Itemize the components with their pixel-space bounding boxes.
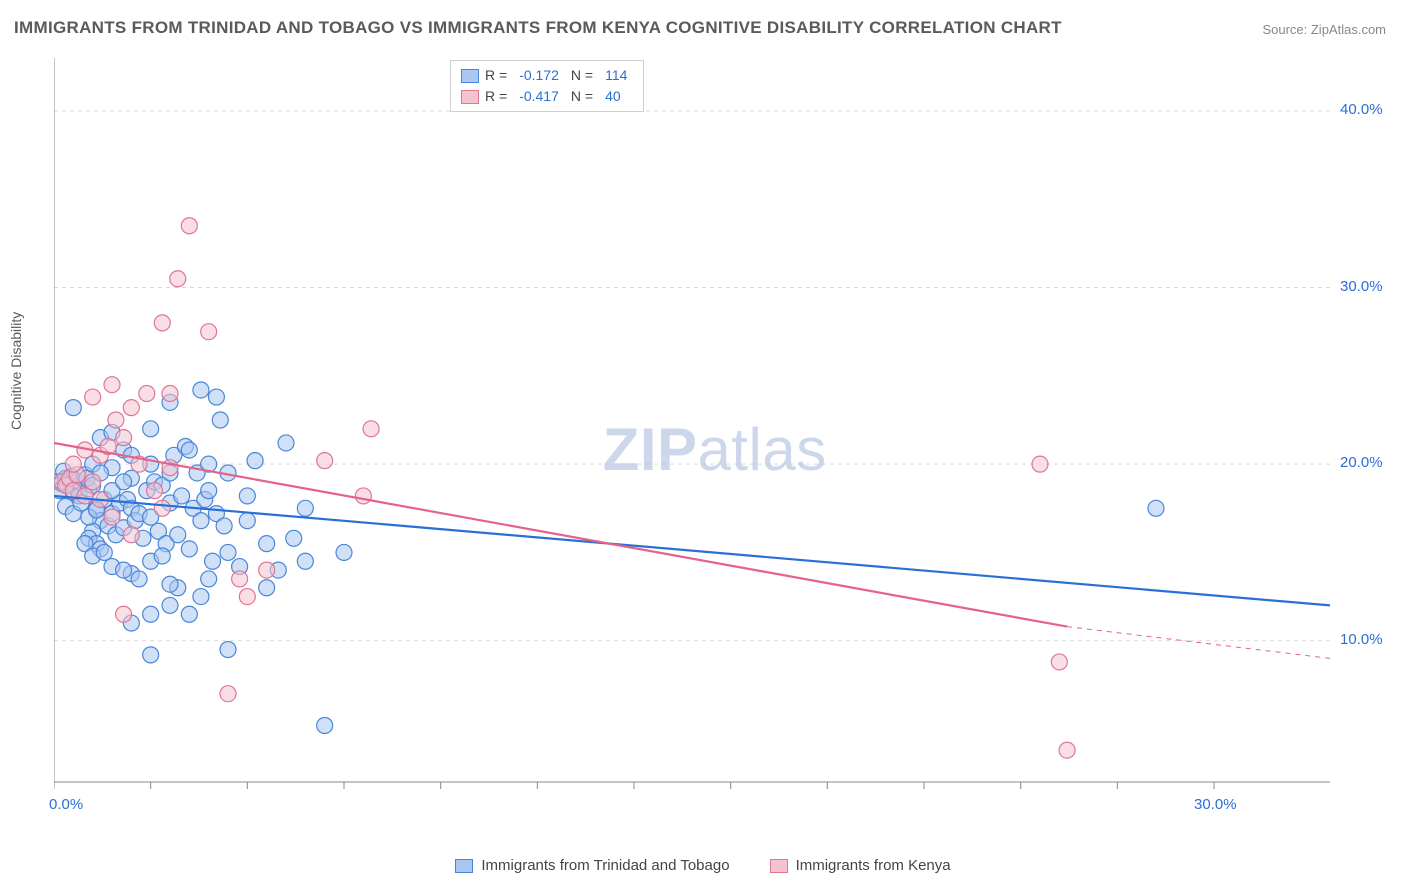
chart-title: IMMIGRANTS FROM TRINIDAD AND TOBAGO VS I… <box>14 18 1062 38</box>
swatch-kenya <box>461 90 479 104</box>
x-tick-label: 0.0% <box>49 796 83 813</box>
n-label: N = <box>571 86 593 107</box>
legend-row-kenya: R = -0.417 N = 40 <box>461 86 633 107</box>
swatch-kenya <box>770 859 788 873</box>
r-label: R = <box>485 65 507 86</box>
source-attribution: Source: ZipAtlas.com <box>1262 22 1386 37</box>
n-value-kenya: 40 <box>599 86 627 107</box>
n-label: N = <box>571 65 593 86</box>
legend-label-kenya: Immigrants from Kenya <box>796 857 951 874</box>
x-tick-label: 30.0% <box>1194 796 1237 813</box>
swatch-trinidad <box>461 69 479 83</box>
legend-item-trinidad: Immigrants from Trinidad and Tobago <box>455 857 729 874</box>
r-label: R = <box>485 86 507 107</box>
y-tick-label: 40.0% <box>1340 101 1383 118</box>
n-value-trinidad: 114 <box>599 65 633 86</box>
series-legend: Immigrants from Trinidad and Tobago Immi… <box>0 857 1406 874</box>
r-value-kenya: -0.417 <box>513 86 565 107</box>
r-value-trinidad: -0.172 <box>513 65 565 86</box>
y-axis-label: Cognitive Disability <box>8 312 24 430</box>
legend-label-trinidad: Immigrants from Trinidad and Tobago <box>481 857 729 874</box>
scatter-plot <box>54 58 1330 802</box>
y-tick-label: 10.0% <box>1340 631 1383 648</box>
legend-row-trinidad: R = -0.172 N = 114 <box>461 65 633 86</box>
legend-item-kenya: Immigrants from Kenya <box>770 857 951 874</box>
y-tick-label: 20.0% <box>1340 454 1383 471</box>
correlation-legend: R = -0.172 N = 114 R = -0.417 N = 40 <box>450 60 644 112</box>
swatch-trinidad <box>455 859 473 873</box>
y-tick-label: 30.0% <box>1340 278 1383 295</box>
